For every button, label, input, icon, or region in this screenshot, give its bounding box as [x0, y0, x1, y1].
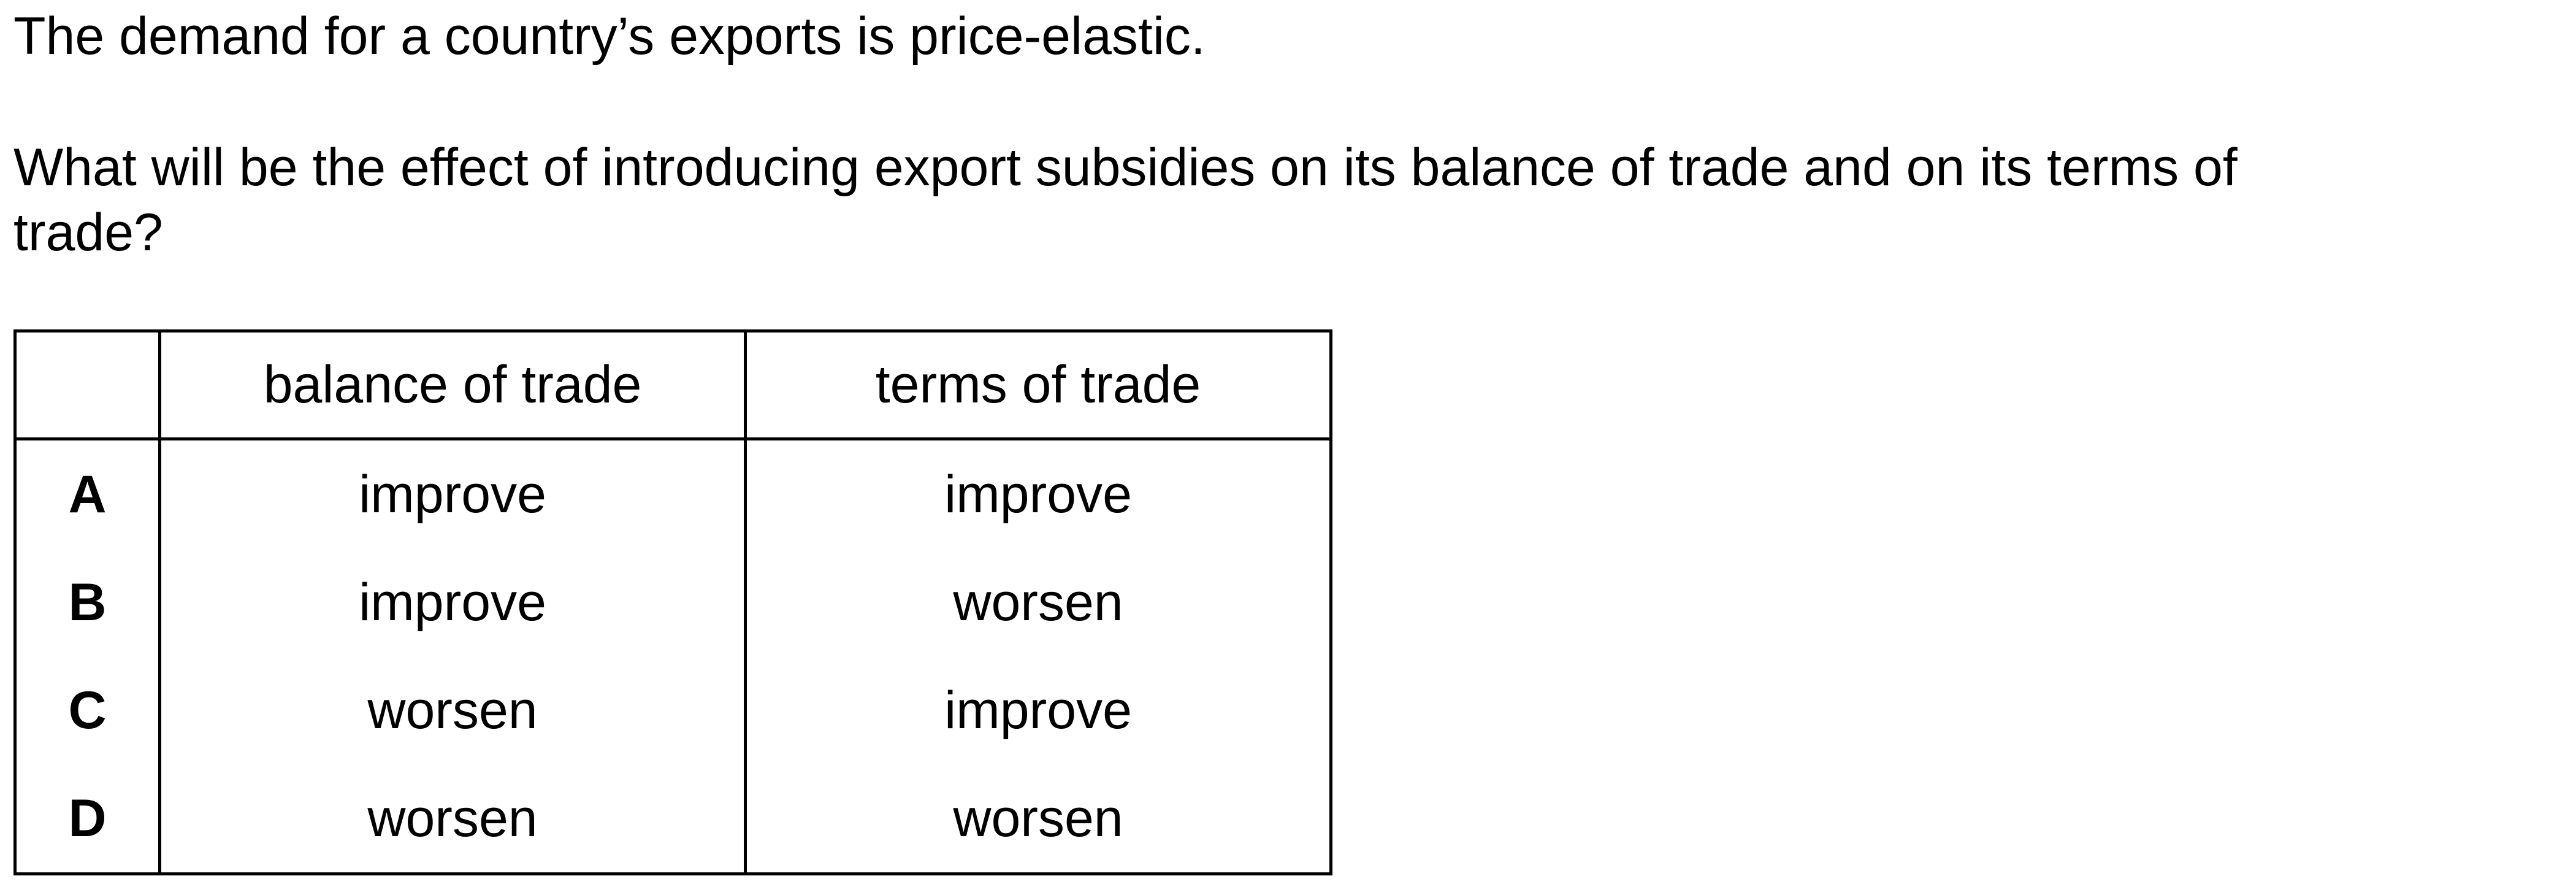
option-balance-value: improve	[158, 548, 747, 656]
option-terms-value: worsen	[744, 764, 1332, 875]
question-prompt-line-1: What will be the effect of introducing e…	[13, 138, 2238, 197]
option-key: A	[13, 439, 161, 548]
header-cell-blank	[13, 329, 161, 440]
header-terms-of-trade: terms of trade	[744, 329, 1332, 440]
table-header-row: balance of trade terms of trade	[13, 329, 1332, 440]
option-row-c[interactable]: C worsen improve	[13, 656, 1332, 764]
option-terms-value: worsen	[744, 548, 1332, 656]
answer-options-table: balance of trade terms of trade A improv…	[13, 329, 1332, 875]
question-statement: The demand for a country’s exports is pr…	[13, 7, 1206, 66]
option-balance-value: improve	[158, 439, 747, 548]
question-prompt-line-2: trade?	[13, 203, 163, 262]
option-key: C	[13, 656, 161, 764]
option-terms-value: improve	[744, 656, 1332, 764]
option-key: B	[13, 548, 161, 656]
option-row-a[interactable]: A improve improve	[13, 439, 1332, 548]
option-row-d[interactable]: D worsen worsen	[13, 764, 1332, 875]
option-balance-value: worsen	[158, 656, 747, 764]
option-balance-value: worsen	[158, 764, 747, 875]
option-row-b[interactable]: B improve worsen	[13, 548, 1332, 656]
option-terms-value: improve	[744, 439, 1332, 548]
option-key: D	[13, 764, 161, 875]
header-balance-of-trade: balance of trade	[158, 329, 747, 440]
